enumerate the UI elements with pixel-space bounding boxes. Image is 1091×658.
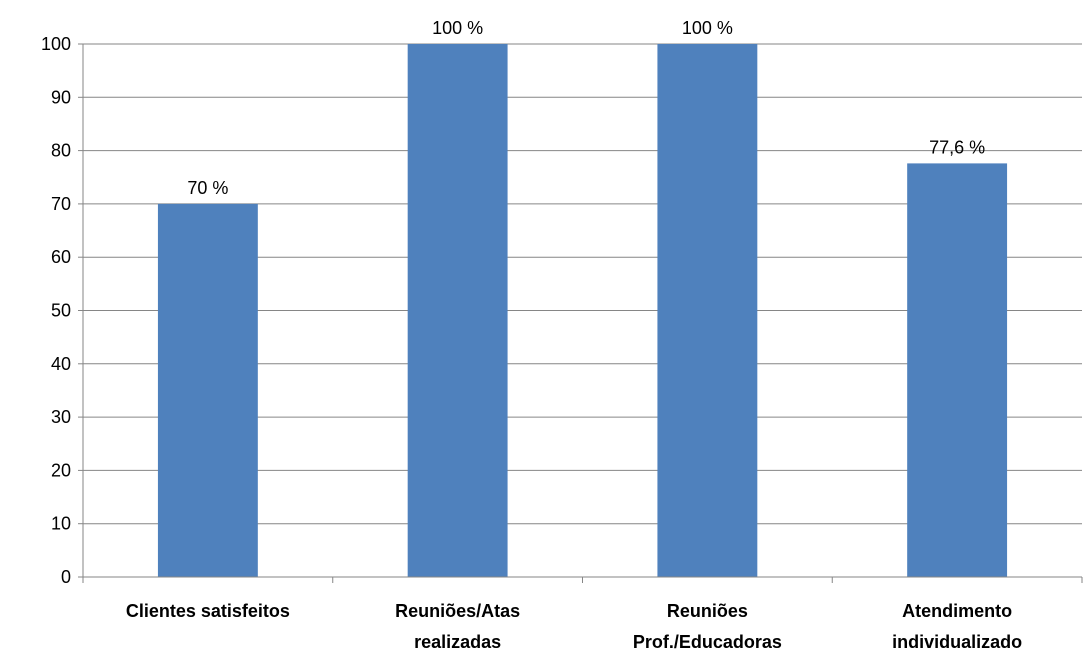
y-tick-label: 90 bbox=[51, 87, 71, 107]
category-label-line: individualizado bbox=[892, 632, 1022, 652]
category-label-line: Reuniões bbox=[667, 601, 748, 621]
category-label-line: Atendimento bbox=[902, 601, 1012, 621]
bar bbox=[157, 203, 258, 577]
y-tick-label: 50 bbox=[51, 301, 71, 321]
y-tick-label: 60 bbox=[51, 247, 71, 267]
y-tick-label: 20 bbox=[51, 460, 71, 480]
y-tick-label: 40 bbox=[51, 354, 71, 374]
category-label: Reuniões Prof./Educadoras bbox=[633, 601, 782, 652]
bar bbox=[407, 44, 508, 577]
y-tick-label: 30 bbox=[51, 407, 71, 427]
data-label: 100 % bbox=[432, 18, 483, 38]
category-label: Reuniões/Atas realizadas bbox=[395, 601, 520, 652]
data-label: 70 % bbox=[187, 178, 228, 198]
bar bbox=[657, 44, 758, 577]
category-label: Clientes satisfeitos bbox=[126, 601, 290, 621]
category-label-line: Clientes satisfeitos bbox=[126, 601, 290, 621]
category-label-line: Reuniões/Atas bbox=[395, 601, 520, 621]
bars bbox=[157, 44, 1008, 577]
y-tick-label: 10 bbox=[51, 514, 71, 534]
category-label-line: realizadas bbox=[414, 632, 501, 652]
y-tick-label: 80 bbox=[51, 141, 71, 161]
axes bbox=[78, 43, 1083, 583]
category-label: Atendimento individualizado bbox=[892, 601, 1022, 652]
data-label: 100 % bbox=[682, 18, 733, 38]
data-label: 77,6 % bbox=[929, 137, 985, 157]
y-tick-label: 0 bbox=[61, 567, 71, 587]
category-label-line: Prof./Educadoras bbox=[633, 632, 782, 652]
labels: 0 10 20 30 40 50 60 70 80 90 100 70 % Clientes satis… bbox=[41, 18, 1022, 652]
y-tick-label: 70 bbox=[51, 194, 71, 214]
bar bbox=[907, 163, 1008, 577]
y-tick-label: 100 bbox=[41, 34, 71, 54]
